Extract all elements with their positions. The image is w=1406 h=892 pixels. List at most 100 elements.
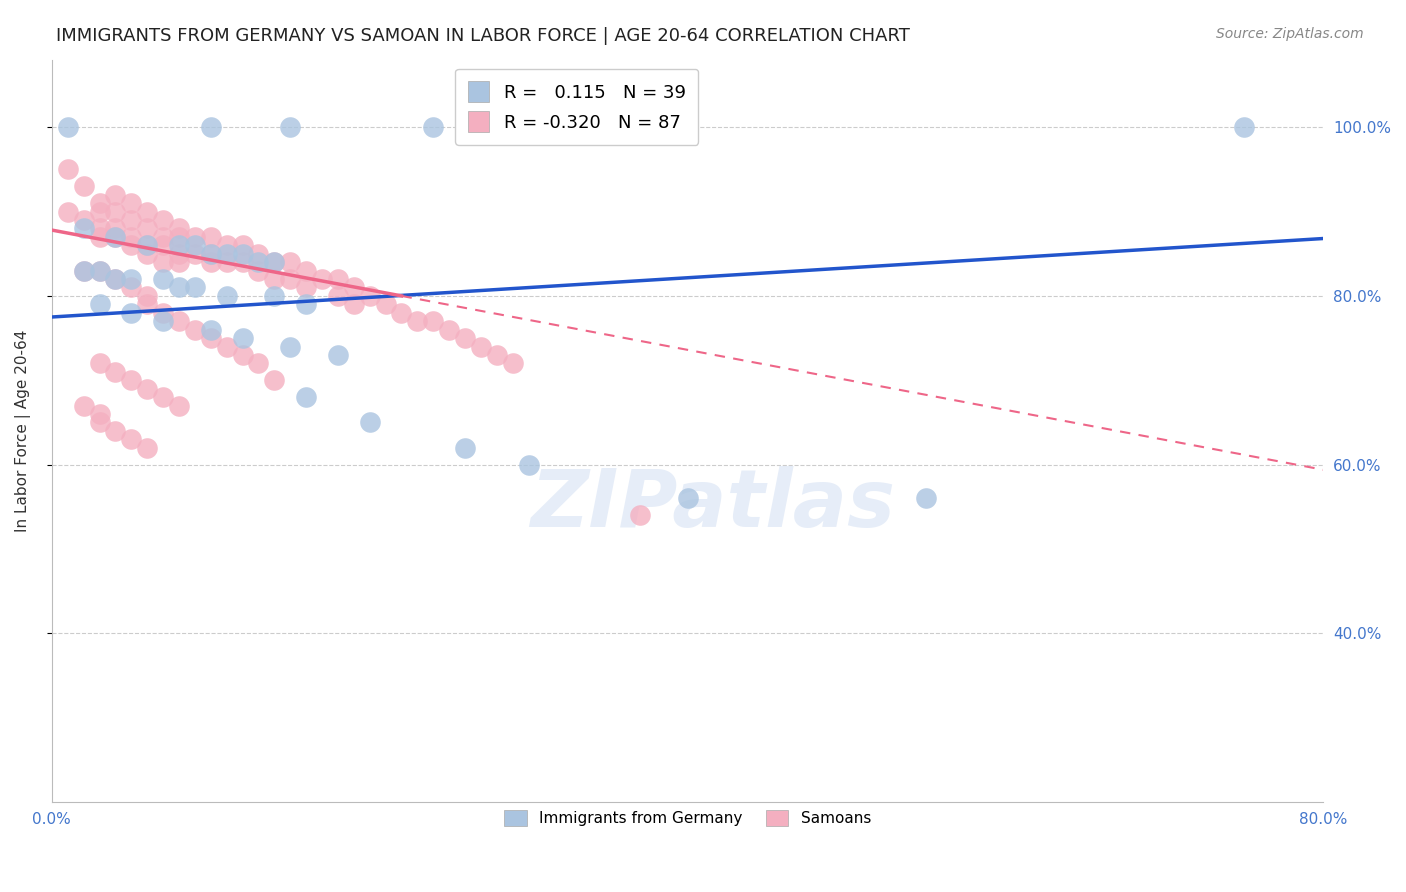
Point <box>72 221 94 235</box>
Point <box>120 433 142 447</box>
Point <box>406 314 429 328</box>
Point <box>200 255 222 269</box>
Point <box>517 458 540 472</box>
Point <box>343 280 366 294</box>
Point <box>72 399 94 413</box>
Point <box>247 255 270 269</box>
Point <box>184 280 207 294</box>
Point <box>167 280 190 294</box>
Point <box>232 348 254 362</box>
Point <box>104 221 127 235</box>
Point <box>374 297 396 311</box>
Point <box>120 280 142 294</box>
Point <box>104 365 127 379</box>
Point <box>215 339 238 353</box>
Point <box>56 120 79 135</box>
Point <box>136 297 159 311</box>
Legend: Immigrants from Germany, Samoans: Immigrants from Germany, Samoans <box>495 800 880 836</box>
Point <box>232 255 254 269</box>
Point <box>454 441 477 455</box>
Point <box>184 323 207 337</box>
Point <box>215 289 238 303</box>
Point <box>72 263 94 277</box>
Point <box>263 272 285 286</box>
Point <box>104 187 127 202</box>
Point <box>232 246 254 260</box>
Point <box>200 246 222 260</box>
Point <box>343 297 366 311</box>
Point <box>550 120 572 135</box>
Text: ZIPatlas: ZIPatlas <box>530 467 896 544</box>
Y-axis label: In Labor Force | Age 20-64: In Labor Force | Age 20-64 <box>15 330 31 533</box>
Point <box>89 407 111 421</box>
Point <box>295 297 318 311</box>
Text: IMMIGRANTS FROM GERMANY VS SAMOAN IN LABOR FORCE | AGE 20-64 CORRELATION CHART: IMMIGRANTS FROM GERMANY VS SAMOAN IN LAB… <box>56 27 910 45</box>
Point <box>184 246 207 260</box>
Point <box>263 373 285 387</box>
Point <box>263 255 285 269</box>
Point <box>485 348 508 362</box>
Point <box>628 508 651 523</box>
Point <box>295 390 318 404</box>
Point <box>470 339 492 353</box>
Point <box>278 255 301 269</box>
Point <box>167 221 190 235</box>
Point <box>167 314 190 328</box>
Point <box>437 323 460 337</box>
Point <box>184 238 207 252</box>
Point <box>136 238 159 252</box>
Point <box>422 314 444 328</box>
Point <box>1233 120 1256 135</box>
Point <box>232 331 254 345</box>
Point <box>263 289 285 303</box>
Point <box>200 120 222 135</box>
Point <box>136 204 159 219</box>
Point <box>104 424 127 438</box>
Point <box>72 179 94 194</box>
Point <box>200 246 222 260</box>
Point <box>502 356 524 370</box>
Point <box>391 306 413 320</box>
Point <box>326 348 349 362</box>
Point <box>422 120 444 135</box>
Point <box>136 289 159 303</box>
Point <box>152 230 174 244</box>
Point <box>295 263 318 277</box>
Point <box>104 204 127 219</box>
Point <box>247 263 270 277</box>
Point <box>89 204 111 219</box>
Point <box>326 272 349 286</box>
Point <box>72 213 94 227</box>
Point <box>152 238 174 252</box>
Text: Source: ZipAtlas.com: Source: ZipAtlas.com <box>1216 27 1364 41</box>
Point <box>89 263 111 277</box>
Point <box>104 230 127 244</box>
Point <box>120 213 142 227</box>
Point <box>247 356 270 370</box>
Point <box>200 230 222 244</box>
Point <box>200 323 222 337</box>
Point <box>120 238 142 252</box>
Point <box>89 356 111 370</box>
Point <box>89 221 111 235</box>
Point <box>136 246 159 260</box>
Point <box>89 230 111 244</box>
Point <box>152 272 174 286</box>
Point <box>295 280 318 294</box>
Point <box>136 441 159 455</box>
Point <box>89 263 111 277</box>
Point <box>104 272 127 286</box>
Point <box>232 238 254 252</box>
Point <box>89 196 111 211</box>
Point <box>104 272 127 286</box>
Point <box>215 238 238 252</box>
Point <box>167 246 190 260</box>
Point <box>120 306 142 320</box>
Point <box>120 230 142 244</box>
Point <box>676 491 699 506</box>
Point <box>152 314 174 328</box>
Point <box>56 204 79 219</box>
Point <box>167 255 190 269</box>
Point <box>89 297 111 311</box>
Point <box>311 272 333 286</box>
